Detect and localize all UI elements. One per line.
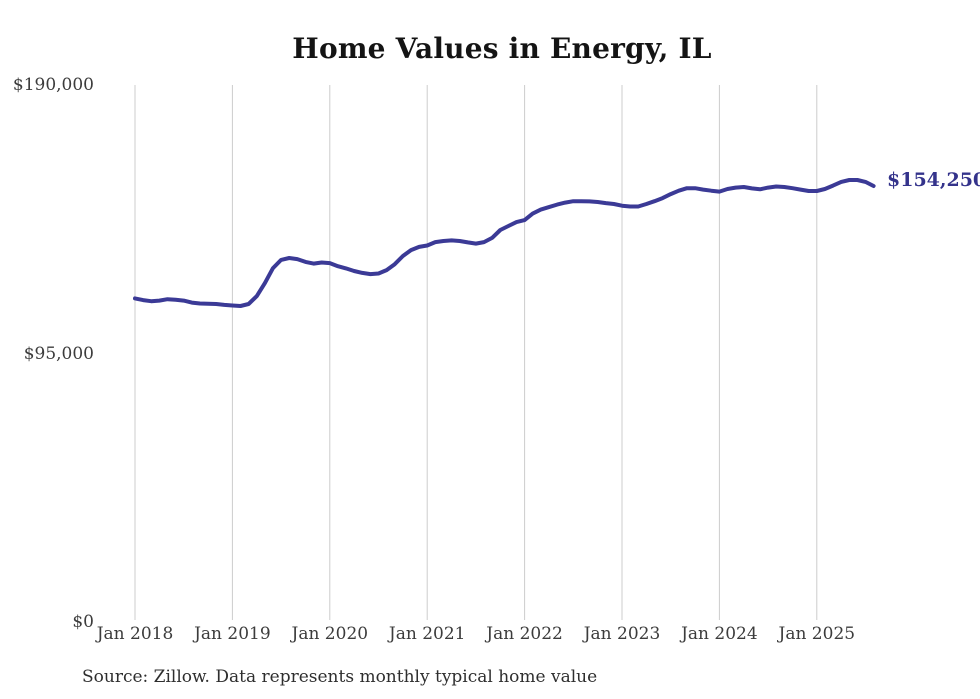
x-axis-tick-label: Jan 2023: [583, 624, 661, 644]
source-note: Source: Zillow. Data represents monthly …: [82, 667, 598, 687]
x-axis-tick-label: Jan 2020: [291, 624, 369, 644]
chart-title: Home Values in Energy, IL: [292, 32, 712, 65]
home-value-line: [133, 178, 876, 308]
x-axis-tick-label: Jan 2019: [194, 624, 271, 644]
x-axis-tick-label: Jan 2021: [388, 624, 466, 644]
x-axis-tick-label: Jan 2024: [681, 624, 758, 644]
x-axis-tick-label: Jan 2018: [96, 624, 174, 644]
y-axis-tick-label: $95,000: [23, 343, 94, 364]
x-axis-tick-label: Jan 2025: [778, 624, 856, 644]
y-axis-tick-label: $0: [72, 612, 94, 632]
y-axis-tick-label: $190,000: [12, 75, 94, 95]
latest-value-label: $154,250: [887, 169, 980, 191]
x-axis-tick-label: Jan 2022: [486, 624, 563, 644]
